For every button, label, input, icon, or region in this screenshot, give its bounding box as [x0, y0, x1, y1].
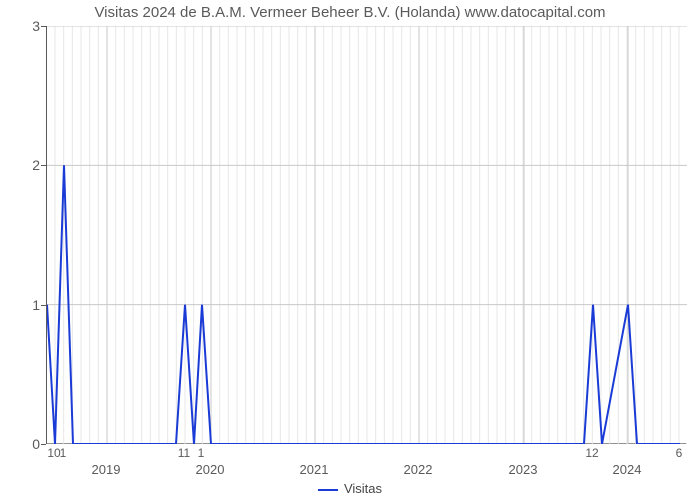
plot-area — [46, 26, 686, 444]
x-year-label: 2019 — [92, 462, 121, 477]
x-year-label: 2020 — [196, 462, 225, 477]
chart-title: Visitas 2024 de B.A.M. Vermeer Beheer B.… — [0, 4, 700, 21]
y-tick-label: 2 — [4, 157, 40, 173]
x-minor-label: 12 — [585, 446, 598, 460]
x-minor-label: 1 — [198, 446, 205, 460]
data-series — [47, 26, 687, 444]
legend: Visitas — [0, 481, 700, 496]
legend-swatch — [318, 489, 338, 491]
x-year-label: 2024 — [613, 462, 642, 477]
y-tick — [41, 26, 46, 27]
x-year-label: 2022 — [404, 462, 433, 477]
x-year-label: 2023 — [509, 462, 538, 477]
y-tick — [41, 444, 46, 445]
y-tick-label: 1 — [4, 297, 40, 313]
x-year-label: 2021 — [300, 462, 329, 477]
y-tick — [41, 305, 46, 306]
legend-label: Visitas — [344, 481, 382, 496]
x-minor-label: 6 — [676, 446, 683, 460]
chart-container: Visitas 2024 de B.A.M. Vermeer Beheer B.… — [0, 0, 700, 500]
x-minor-label: 1 — [60, 446, 67, 460]
y-tick-label: 3 — [4, 18, 40, 34]
x-minor-label: 11 — [178, 446, 190, 460]
y-tick — [41, 165, 46, 166]
y-tick-label: 0 — [4, 436, 40, 452]
